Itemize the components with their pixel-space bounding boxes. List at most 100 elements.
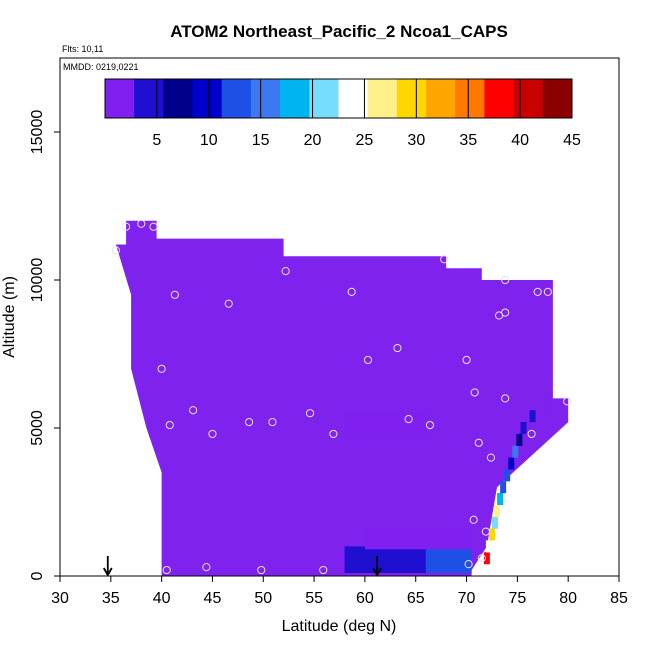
observation-point	[440, 255, 449, 264]
y-axis: 0 5000 10000 15000	[29, 110, 60, 580]
colorbar-tick-label: 35	[459, 132, 477, 149]
observation-point	[501, 275, 510, 285]
colorbar-tick-label: 10	[200, 132, 218, 149]
observation-point	[393, 343, 402, 353]
observation-point	[268, 417, 277, 427]
observation-point	[477, 554, 486, 563]
flight-markers	[102, 556, 382, 577]
edge-cell	[494, 504, 501, 517]
x-tick-label: 60	[356, 590, 374, 607]
colorbar-tick-label: 25	[356, 132, 374, 149]
y-tick-label: 10000	[29, 258, 46, 303]
colorbar-segment	[513, 79, 544, 118]
elevated-cell	[425, 549, 472, 574]
observation-point	[470, 388, 479, 397]
observation-point	[224, 299, 233, 308]
observation-point	[149, 222, 158, 231]
colorbar-ticks: 5 10 15 20 25 30 35 40 45	[152, 79, 581, 149]
colorbar-tick-label: 15	[252, 132, 270, 149]
observation-point	[501, 394, 510, 403]
x-tick-label: 30	[51, 590, 69, 607]
colorbar-segment	[455, 79, 485, 118]
observation-point	[486, 453, 496, 462]
elevated-cell	[344, 413, 426, 434]
flight-marker-arrow	[102, 556, 113, 577]
observation-point	[257, 565, 266, 575]
observation-point	[319, 565, 328, 575]
x-tick-label: 35	[102, 590, 120, 607]
edge-cell	[544, 398, 551, 411]
colorbar-segment	[192, 79, 223, 118]
observation-point	[202, 563, 211, 572]
edge-cell	[529, 410, 536, 423]
observation-point	[208, 429, 217, 439]
edge-cell	[516, 433, 523, 446]
edge-cell	[500, 481, 507, 494]
x-tick-label: 75	[508, 590, 526, 607]
observation-point	[469, 515, 478, 524]
x-tick-label: 50	[254, 590, 272, 607]
observation-point	[462, 355, 471, 365]
observation-points	[111, 219, 572, 575]
x-tick-label: 70	[458, 590, 476, 607]
observation-point	[363, 355, 373, 365]
observation-point	[481, 527, 490, 536]
colorbar-segment	[367, 79, 398, 118]
y-tick-label: 5000	[29, 410, 46, 446]
observation-point	[404, 415, 413, 424]
observation-point	[281, 267, 290, 276]
flight-marker-arrow	[372, 556, 382, 577]
colorbar-segment	[542, 79, 573, 118]
x-axis-label: Latitude (deg N)	[282, 618, 397, 635]
elevated-cell	[364, 528, 472, 550]
observation-point	[464, 560, 473, 569]
observation-point	[137, 219, 146, 228]
x-axis: 30 35 40 45 50 55 60 65 70 75 80 85	[51, 576, 628, 607]
colorbar-segment	[163, 79, 194, 118]
colorbar-segment	[105, 79, 135, 118]
colorbar-segment	[426, 79, 456, 118]
x-tick-label: 65	[407, 590, 425, 607]
observation-point	[563, 397, 572, 406]
observation-point	[121, 222, 131, 231]
curtain-field	[115, 220, 569, 576]
elevated-cell	[344, 546, 426, 574]
colorbar-segment	[221, 79, 252, 118]
chart-title: ATOM2 Northeast_Pacific_2 Ncoa1_CAPS	[170, 22, 508, 41]
observation-point	[170, 290, 179, 299]
colorbar-segment	[280, 79, 310, 118]
colorbar-tick-label: 20	[304, 132, 322, 149]
observation-point	[501, 308, 510, 317]
observation-point	[189, 406, 198, 415]
observation-point	[425, 420, 435, 430]
colorbar-tick-label: 40	[511, 132, 529, 149]
observation-point	[474, 438, 483, 447]
observation-point	[533, 287, 542, 296]
flights-annotation: Flts: 10,11	[62, 44, 103, 54]
x-tick-label: 45	[204, 590, 222, 607]
observation-point	[329, 429, 338, 439]
edge-cell	[512, 445, 519, 458]
observation-point	[527, 429, 536, 439]
observation-point	[244, 417, 254, 427]
x-tick-label: 80	[559, 590, 577, 607]
colorbar-segment	[309, 79, 339, 118]
y-tick-label: 0	[29, 571, 46, 580]
colorbar-segment	[484, 79, 515, 118]
x-tick-label: 40	[153, 590, 171, 607]
observation-point	[111, 246, 121, 255]
dates-annotation: MMDD: 0219,0221	[63, 62, 139, 72]
observation-point	[543, 287, 552, 296]
edge-cell	[488, 528, 495, 541]
edge-cell	[508, 457, 515, 470]
colorbar-tick-label: 5	[152, 132, 161, 149]
colorbar-segment	[250, 79, 281, 118]
y-tick-label: 15000	[29, 110, 46, 155]
colorbar	[104, 78, 573, 119]
observation-point	[165, 420, 174, 430]
colorbar-segment	[134, 79, 164, 118]
colorbar-tick-label: 45	[563, 132, 581, 149]
edge-cell	[497, 493, 504, 506]
plot-frame	[59, 57, 620, 577]
